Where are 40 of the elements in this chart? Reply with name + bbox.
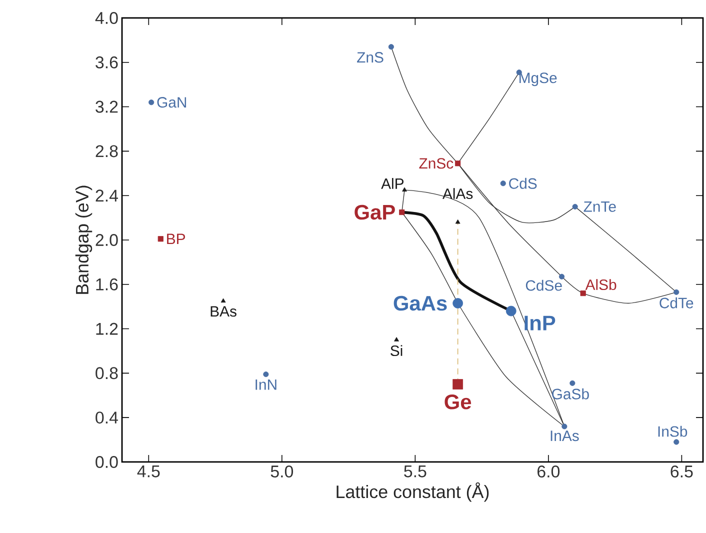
series-label: CdTe bbox=[660, 297, 694, 308]
y-tick-label: 2.0 bbox=[96, 234, 118, 246]
y-tick-label: 0.0 bbox=[96, 456, 118, 468]
series-label: Si bbox=[390, 345, 402, 356]
series-label: Ge bbox=[444, 394, 472, 410]
series-label: InAs bbox=[550, 430, 579, 442]
series-label: GaN bbox=[157, 97, 186, 108]
x-tick-label: 6.0 bbox=[538, 466, 560, 478]
y-tick-label: 0.8 bbox=[96, 367, 118, 380]
x-tick-label: 4.5 bbox=[137, 466, 160, 478]
x-tick-label: 5.5 bbox=[404, 466, 426, 478]
series-label: GaAs bbox=[394, 296, 447, 311]
series-label: BAs bbox=[210, 306, 236, 317]
y-tick-label: 2.4 bbox=[96, 190, 118, 202]
series-label: GaP bbox=[354, 204, 395, 220]
series-label: GaSb bbox=[552, 388, 589, 400]
series-label: InP bbox=[524, 316, 556, 330]
y-axis-title: Bandgap (eV) bbox=[75, 186, 92, 294]
y-tick-label: 1.2 bbox=[96, 322, 118, 335]
y-tick-label: 3.2 bbox=[96, 100, 118, 113]
series-label: ZnSc bbox=[419, 158, 454, 169]
series-label: BP bbox=[167, 234, 185, 244]
y-tick-label: 3.6 bbox=[96, 56, 118, 68]
y-tick-label: 0.4 bbox=[96, 412, 118, 424]
series-label: AlP bbox=[381, 178, 404, 189]
x-tick-label: 6.5 bbox=[670, 466, 693, 478]
series-label: AlAs bbox=[442, 188, 473, 200]
series-label: CdSe bbox=[526, 280, 562, 291]
y-tick-label: 2.8 bbox=[96, 145, 118, 158]
y-tick-label: 4.0 bbox=[95, 12, 118, 24]
x-tick-label: 5.0 bbox=[270, 466, 294, 478]
series-label: InN bbox=[256, 379, 276, 390]
x-axis-title: Lattice constant (Å) bbox=[336, 482, 489, 502]
series-label: AlSb bbox=[585, 279, 616, 290]
series-label: ZnS bbox=[357, 52, 384, 63]
series-label: InSb bbox=[658, 426, 688, 437]
series-label: ZnTe bbox=[584, 201, 616, 212]
series-label: CdS bbox=[509, 178, 537, 189]
series-label: MgSe bbox=[520, 72, 557, 86]
y-tick-label: 1.6 bbox=[96, 278, 118, 290]
